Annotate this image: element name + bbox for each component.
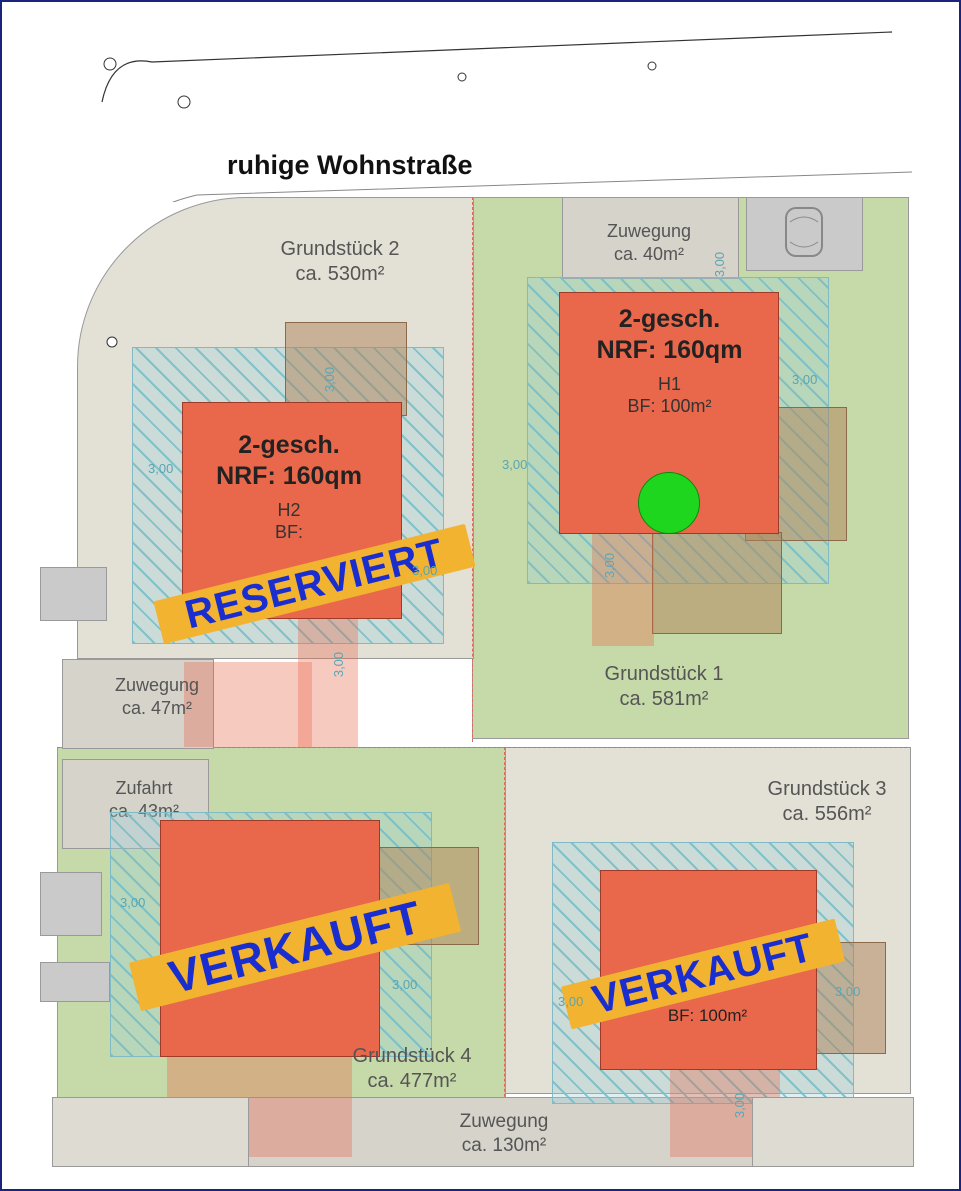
p1-title: Grundstück 1 <box>605 663 724 685</box>
dim-12: 3,00 <box>835 984 860 999</box>
dim-11: 3,00 <box>558 994 583 1009</box>
plot2-label: Grundstück 2 ca. 530m² <box>240 237 440 287</box>
zuw2-a: ca. 47m² <box>122 698 192 718</box>
dim-13: 3,00 <box>732 1093 747 1118</box>
p4-t: Grundstück 4 <box>353 1045 472 1067</box>
zuw3-a: ca. 130m² <box>462 1135 546 1156</box>
street-label-top: ruhige Wohnstraße <box>227 150 473 181</box>
pole-markers <box>82 312 142 432</box>
h1-line2: NRF: 160qm <box>597 336 743 364</box>
h1-bf: BF: 100m² <box>562 395 777 418</box>
dim-6: 3,00 <box>792 372 817 387</box>
house-1-label: 2-gesch. NRF: 160qm H1 BF: 100m² <box>562 304 777 418</box>
grey-strip-bottom <box>52 1097 249 1167</box>
h2-id: H2 <box>180 499 398 522</box>
p2-a: ca. 530m² <box>296 263 385 285</box>
dim-4: 3,00 <box>331 652 346 677</box>
grey-block-3 <box>40 962 110 1002</box>
dim-3: 3,00 <box>322 367 337 392</box>
dim-8: 3,00 <box>712 252 727 277</box>
dash-v-2 <box>472 197 473 742</box>
p1-area: ca. 581m² <box>620 688 709 710</box>
zuw1-label: Zuwegung ca. 40m² <box>564 220 734 265</box>
zuw3-label: Zuwegung ca. 130m² <box>354 1110 654 1158</box>
dim-5: 3,00 <box>502 457 527 472</box>
p3-a: ca. 556m² <box>783 803 872 825</box>
h2-line1: 2-gesch. <box>238 431 339 459</box>
zuw2-label: Zuwegung ca. 47m² <box>77 674 237 719</box>
dim-1: 3,00 <box>148 461 173 476</box>
p2-t: Grundstück 2 <box>281 238 400 260</box>
h1-line1: 2-gesch. <box>619 305 720 333</box>
grey-block-1 <box>40 567 107 621</box>
road-curve <box>2 2 961 202</box>
plot3-label: Grundstück 3 ca. 556m² <box>727 777 927 827</box>
h2-bf: BF: <box>180 521 398 544</box>
pink-h1 <box>592 528 654 646</box>
plot4-label: Grundstück 4 ca. 477m² <box>312 1044 512 1094</box>
pink-h2-b <box>298 607 358 747</box>
dim-10: 3,00 <box>392 977 417 992</box>
dim-9: 3,00 <box>120 895 145 910</box>
marker-green <box>638 472 700 534</box>
h3-bf: BF: 100m² <box>668 1006 747 1025</box>
p3-t: Grundstück 3 <box>768 778 887 800</box>
site-plan: ruhige Wohnstraße ruhige Wohnstraße 2-ge… <box>0 0 961 1191</box>
grey-strip-bottom-r <box>752 1097 914 1167</box>
h2-line2: NRF: 160qm <box>216 462 362 490</box>
grey-block-2 <box>40 872 102 936</box>
dim-7: 3,00 <box>602 553 617 578</box>
p4-a: ca. 477m² <box>368 1070 457 1092</box>
dim-2: 3,00 <box>412 563 437 578</box>
car-icon <box>774 202 834 262</box>
zuw3-t: Zuwegung <box>460 1111 549 1132</box>
zuw1-a: ca. 40m² <box>614 244 684 264</box>
garage-h1-b <box>652 532 782 634</box>
house-2-label: 2-gesch. NRF: 160qm H2 BF: <box>180 430 398 544</box>
zuw1-t: Zuwegung <box>607 221 691 241</box>
h1-id: H1 <box>562 373 777 396</box>
zuw2-t: Zuwegung <box>115 675 199 695</box>
plot1-label: Grundstück 1 ca. 581m² <box>564 662 764 712</box>
zuf-t: Zufahrt <box>115 778 172 798</box>
